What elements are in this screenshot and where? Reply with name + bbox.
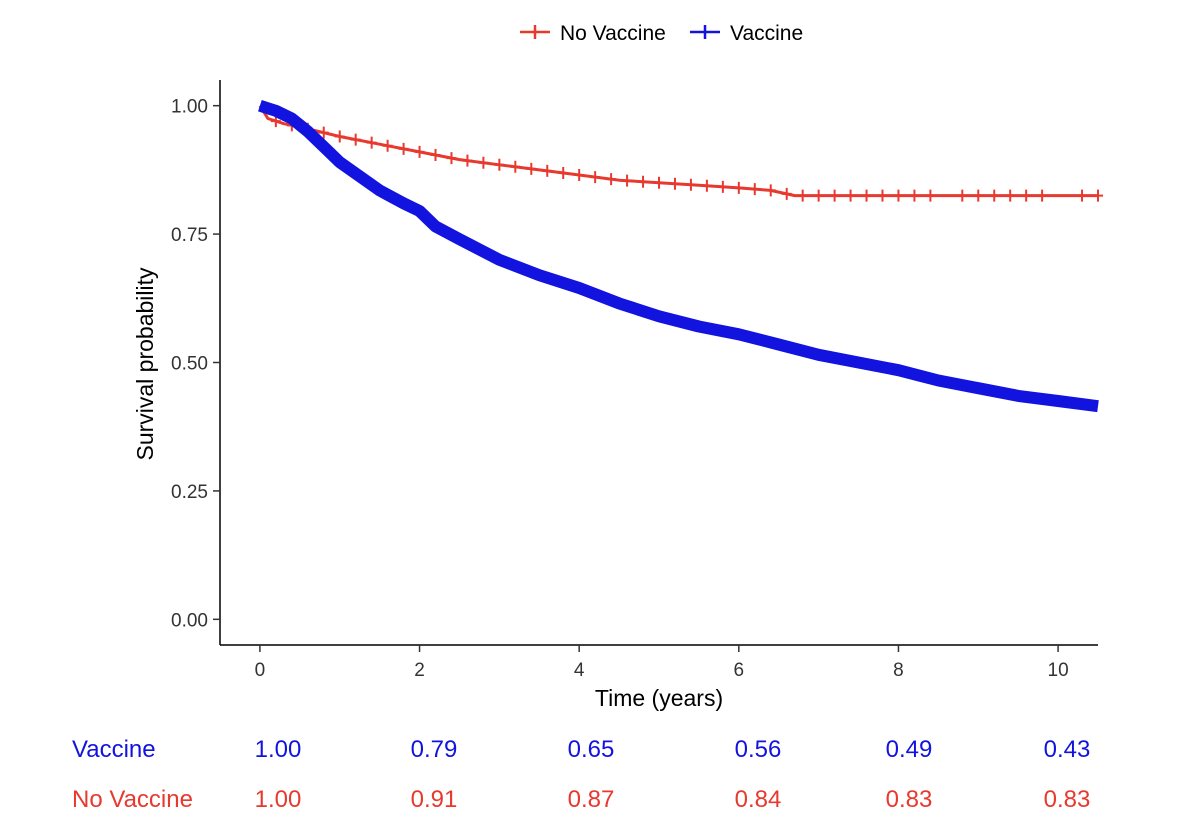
plot-area	[258, 99, 1103, 413]
table-cell: 0.84	[735, 786, 782, 813]
series-line-vaccine	[258, 99, 1099, 413]
series-line-no-vaccine	[258, 104, 1098, 198]
censor-mark	[606, 173, 617, 186]
censor-mark	[1021, 189, 1032, 202]
censor-mark	[590, 171, 601, 184]
censor-mark	[925, 189, 936, 202]
series-vaccine	[258, 99, 1099, 413]
censor-mark	[701, 179, 712, 192]
legend: No Vaccine Vaccine	[520, 22, 803, 45]
censor-mark	[909, 189, 920, 202]
table-cell: 0.56	[735, 736, 782, 763]
censor-mark	[1005, 189, 1016, 202]
censor-mark	[717, 180, 728, 193]
table-cell: 1.00	[255, 786, 302, 813]
y-tick-label: 0.00	[171, 610, 208, 631]
table-cell: 1.00	[255, 736, 302, 763]
table-row-vaccine: Vaccine 1.00 0.79 0.65 0.56 0.49 0.43	[72, 736, 1090, 763]
y-tick-label: 0.50	[171, 354, 208, 375]
censor-mark	[558, 166, 569, 179]
censor-mark	[973, 189, 984, 202]
censor-mark	[446, 152, 457, 165]
x-tick-label: 2	[414, 660, 425, 681]
censor-mark	[1077, 189, 1088, 202]
x-tick-label: 0	[255, 660, 266, 681]
table-row-label: Vaccine	[72, 736, 156, 763]
censor-mark	[845, 189, 856, 202]
table-cell: 0.83	[1044, 786, 1091, 813]
censor-mark	[893, 189, 904, 202]
table-cell: 0.87	[568, 786, 615, 813]
censor-mark	[382, 139, 393, 152]
censor-mark	[318, 126, 329, 139]
legend-item-vaccine: Vaccine	[690, 22, 803, 45]
censor-mark	[813, 189, 824, 202]
censor-mark	[781, 187, 792, 200]
censor-mark	[749, 183, 760, 196]
censor-mark	[654, 176, 664, 189]
censor-mark	[1093, 189, 1103, 202]
x-tick-label: 8	[893, 660, 904, 681]
censor-mark	[526, 162, 537, 175]
table-cell: 0.79	[411, 736, 458, 763]
censor-mark	[829, 189, 840, 202]
censor-mark	[669, 177, 680, 190]
censor-mark	[494, 158, 505, 171]
table-cell: 0.83	[886, 786, 933, 813]
censor-mark	[638, 175, 649, 188]
censor-mark	[765, 184, 776, 197]
censor-mark	[957, 189, 968, 202]
censor-mark	[622, 174, 633, 187]
censor-mark	[733, 181, 744, 194]
x-tick-label: 10	[1048, 660, 1069, 681]
censor-mark	[414, 145, 425, 158]
censor-mark	[542, 164, 553, 177]
censor-mark	[462, 154, 473, 167]
legend-label: No Vaccine	[560, 22, 666, 45]
table-cell: 0.43	[1044, 736, 1091, 763]
series-no-vaccine	[258, 104, 1103, 202]
censor-mark	[510, 160, 521, 173]
censor-mark	[1037, 189, 1048, 202]
table-row-no-vaccine: No Vaccine 1.00 0.91 0.87 0.84 0.83 0.83	[72, 786, 1090, 813]
table-cell: 0.49	[886, 736, 933, 763]
x-axis-title: Time (years)	[595, 685, 723, 711]
censor-mark	[398, 142, 409, 155]
censor-mark	[685, 178, 696, 191]
y-tick-label: 0.25	[171, 482, 208, 503]
y-axis-title: Survival probability	[132, 267, 158, 461]
censor-mark	[478, 156, 489, 169]
legend-item-no-vaccine: No Vaccine	[520, 22, 666, 45]
censor-mark	[797, 189, 808, 202]
censor-mark	[350, 133, 361, 146]
censor-mark	[574, 169, 585, 182]
y-tick-label: 0.75	[171, 225, 208, 246]
censor-mark	[861, 189, 872, 202]
survival-table: Vaccine 1.00 0.79 0.65 0.56 0.49 0.43 No Vaccin…	[72, 736, 1090, 813]
censor-mark	[430, 148, 441, 161]
censor-mark	[334, 130, 345, 143]
table-cell: 0.65	[568, 736, 615, 763]
y-tick-label: 1.00	[171, 97, 208, 118]
censor-mark	[989, 189, 1000, 202]
x-tick-label: 6	[734, 660, 745, 681]
censor-mark	[366, 136, 377, 149]
table-row-label: No Vaccine	[72, 786, 193, 813]
censor-mark	[877, 189, 888, 202]
axes: 0.00 0.25 0.50 0.75 1.00 0 2 4 6 8 10	[171, 80, 1098, 681]
table-cell: 0.91	[411, 786, 458, 813]
legend-label: Vaccine	[730, 22, 803, 45]
x-tick-label: 4	[574, 660, 585, 681]
